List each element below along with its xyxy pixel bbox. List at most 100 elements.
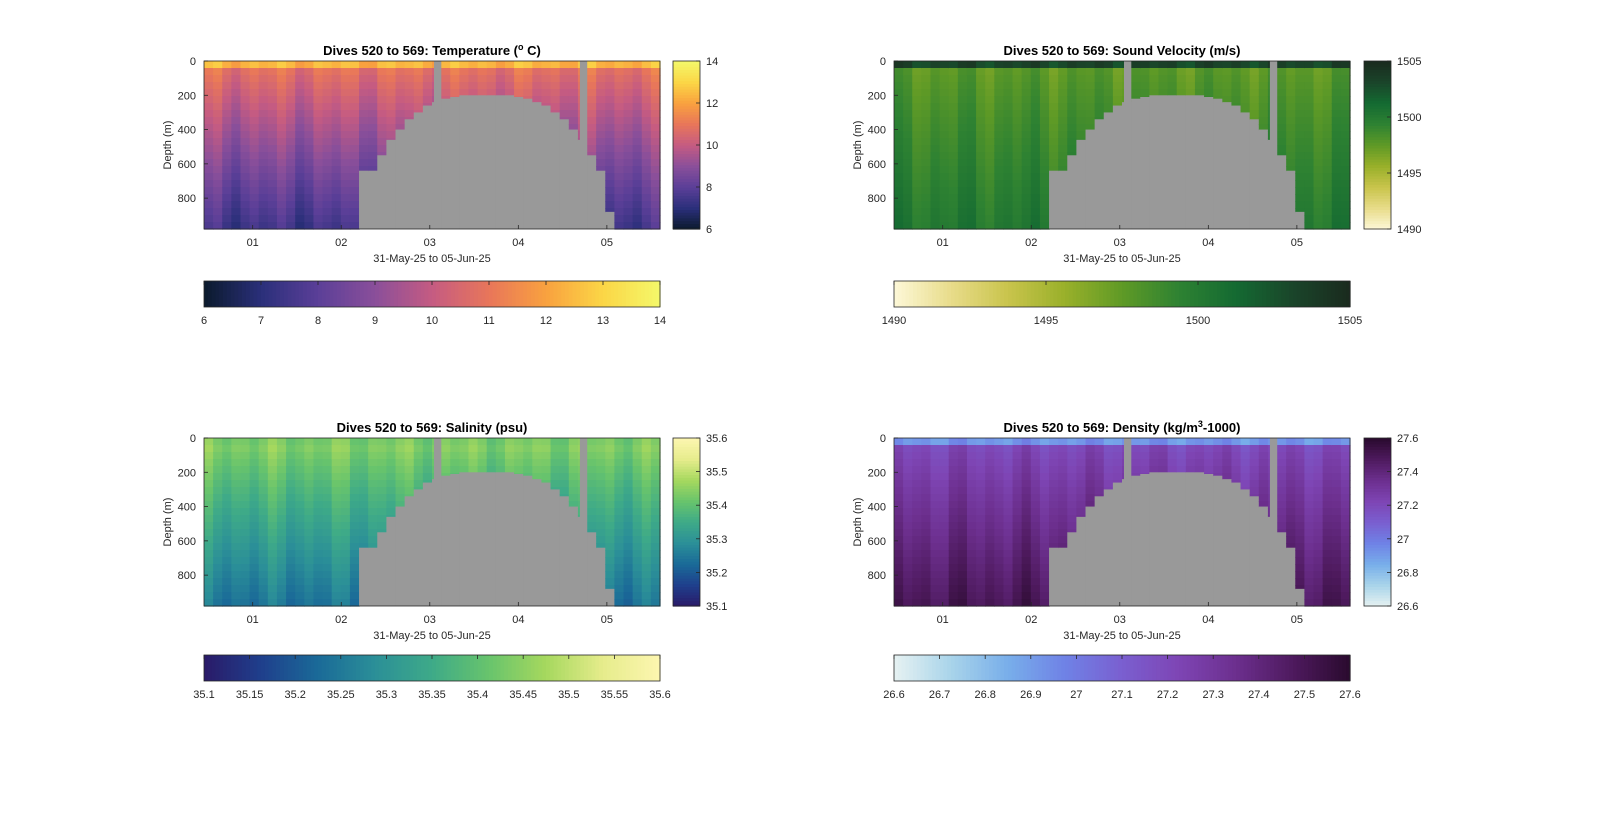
heatmap-cell <box>912 180 922 188</box>
heatmap-cell <box>957 96 968 104</box>
colorbar-segment <box>1342 655 1347 681</box>
heatmap-cell <box>1313 452 1324 460</box>
colorbar-segment <box>1331 281 1336 307</box>
heatmap-cell <box>258 501 269 509</box>
colorbar-segment <box>367 655 372 681</box>
colorbar-segment <box>909 655 914 681</box>
heatmap-cell <box>304 68 315 76</box>
heatmap-cell <box>1067 61 1077 69</box>
heatmap-cell <box>541 452 552 460</box>
heatmap-cell <box>1049 110 1059 118</box>
heatmap-cell <box>994 208 1005 216</box>
heatmap-cell <box>395 501 406 508</box>
heatmap-cell <box>304 564 315 572</box>
heatmap-cell <box>1103 82 1114 90</box>
heatmap-cell <box>596 117 606 125</box>
colorbar-segment <box>416 655 422 681</box>
heatmap-cell <box>258 68 269 76</box>
heatmap-cell <box>596 131 606 139</box>
heatmap-cell <box>1131 82 1141 90</box>
heatmap-cell <box>1021 501 1032 509</box>
heatmap-cell <box>322 194 333 202</box>
heatmap-cell <box>921 501 932 509</box>
heatmap-cell <box>1331 61 1342 69</box>
heatmap-cell <box>222 578 232 586</box>
heatmap-cell <box>276 89 287 97</box>
heatmap-cell <box>249 89 260 97</box>
heatmap-cell <box>331 585 342 593</box>
colorbar-segment <box>673 594 700 599</box>
heatmap-cell <box>331 201 342 209</box>
heatmap-cell <box>1058 473 1068 481</box>
heatmap-cell <box>1322 82 1333 90</box>
heatmap-cell <box>359 117 369 125</box>
heatmap-cell <box>240 473 251 481</box>
heatmap-cell <box>1204 473 1214 475</box>
colorbar-segment <box>1000 281 1005 307</box>
heatmap-cell <box>1067 452 1077 460</box>
seabed-block <box>1185 95 1196 229</box>
colorbar-segment <box>1364 139 1391 143</box>
heatmap-cell <box>1240 89 1251 97</box>
heatmap-cell <box>948 494 959 502</box>
heatmap-cell <box>976 131 986 139</box>
heatmap-cell <box>267 138 278 146</box>
heatmap-cell <box>1331 564 1342 572</box>
heatmap-cell <box>395 438 406 446</box>
heatmap-cell <box>1003 480 1014 488</box>
heatmap-cell <box>340 173 351 181</box>
colorbar-segment <box>401 281 406 307</box>
heatmap-cell <box>377 452 387 460</box>
heatmap-cell <box>994 585 1005 593</box>
heatmap-cell <box>1058 480 1068 488</box>
heatmap-cell <box>541 103 552 107</box>
heatmap-cell <box>650 445 661 453</box>
heatmap-cell <box>368 166 378 172</box>
heatmap-cell <box>349 592 360 600</box>
heatmap-cell <box>650 117 661 125</box>
heatmap-cell <box>276 557 287 565</box>
heatmap-cell <box>605 152 615 160</box>
heatmap-cell <box>939 117 950 125</box>
heatmap-cell <box>614 145 625 153</box>
heatmap-cell <box>249 494 260 502</box>
heatmap-cell <box>249 222 260 230</box>
heatmap-cell <box>966 543 977 551</box>
heatmap-cell <box>1049 536 1059 544</box>
heatmap-cell <box>1213 75 1223 83</box>
heatmap-cell <box>1131 452 1141 460</box>
heatmap-cell <box>231 61 242 69</box>
heatmap-cell <box>349 124 360 132</box>
heatmap-cell <box>322 480 333 488</box>
heatmap-cell <box>930 166 941 174</box>
heatmap-cell <box>930 599 941 607</box>
heatmap-cell <box>985 487 995 495</box>
heatmap-cell <box>912 578 922 586</box>
heatmap-cell <box>1039 159 1050 167</box>
heatmap-cell <box>222 82 232 90</box>
heatmap-cell <box>249 124 260 132</box>
heatmap-cell <box>1003 180 1014 188</box>
heatmap-cell <box>349 61 360 69</box>
heatmap-cell <box>1158 75 1169 83</box>
heatmap-cell <box>1049 473 1059 481</box>
heatmap-cell <box>1304 522 1315 530</box>
heatmap-cell <box>1249 438 1260 446</box>
colorbar-segment <box>673 446 700 450</box>
heatmap-cell <box>523 68 533 76</box>
heatmap-cell <box>240 480 251 488</box>
heatmap-cell <box>903 103 913 111</box>
heatmap-cell <box>1295 75 1305 83</box>
heatmap-cell <box>523 75 533 83</box>
seabed-block <box>1049 547 1059 606</box>
colorbar-segment <box>673 181 700 185</box>
heatmap-cell <box>641 536 652 544</box>
heatmap-cell <box>213 194 223 202</box>
heatmap-cell <box>1340 480 1351 488</box>
heatmap-cell <box>1213 96 1223 100</box>
heatmap-cell <box>930 75 941 83</box>
heatmap-cell <box>985 571 995 579</box>
heatmap-cell <box>1039 599 1050 607</box>
colorbar-segment <box>454 655 460 681</box>
